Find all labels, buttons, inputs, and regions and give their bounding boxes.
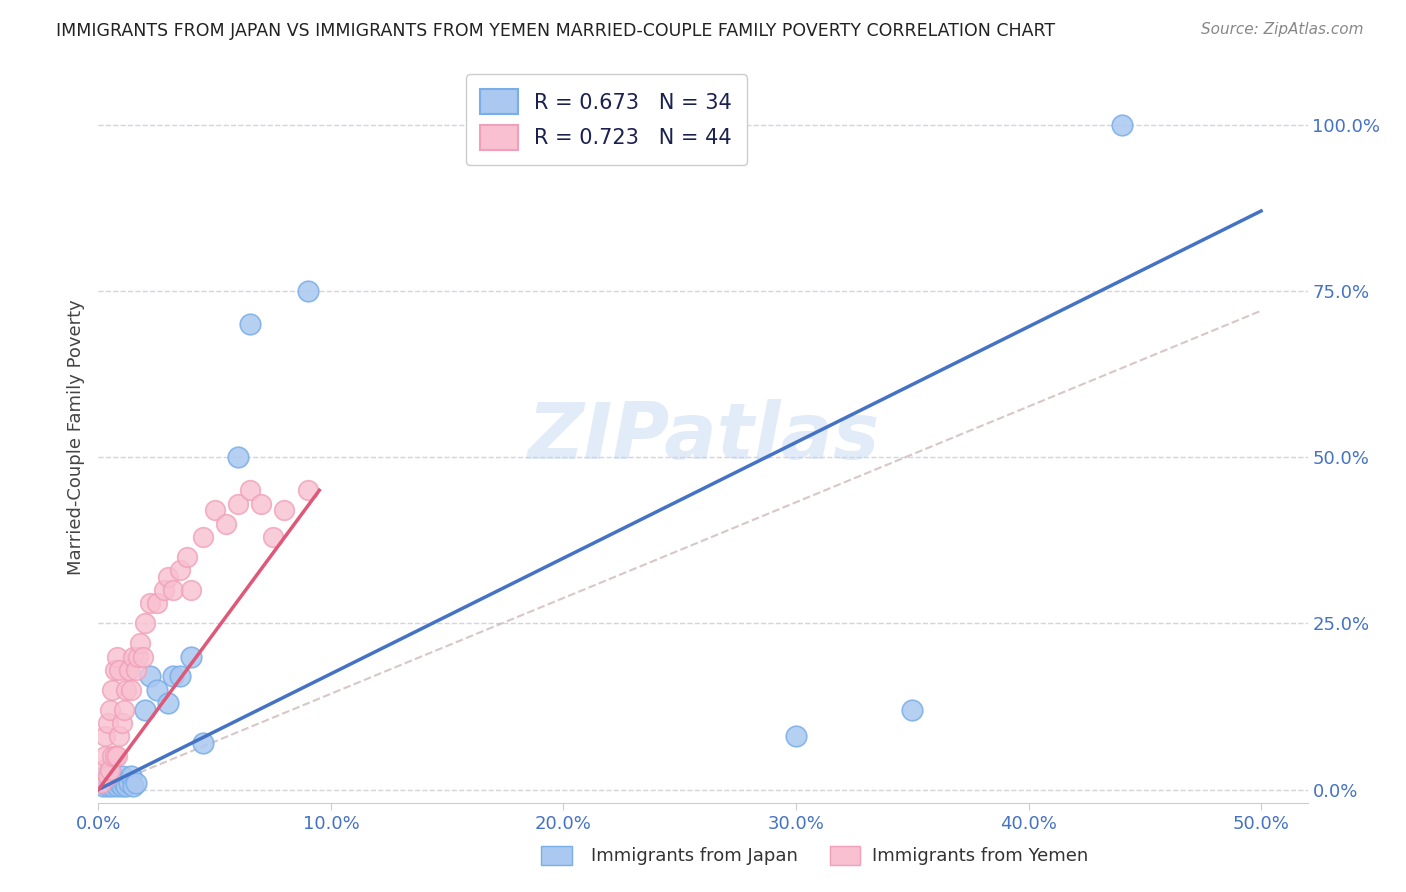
Point	[176, 549, 198, 564]
Point	[127, 649, 149, 664]
Text: IMMIGRANTS FROM JAPAN VS IMMIGRANTS FROM YEMEN MARRIED-COUPLE FAMILY POVERTY COR: IMMIGRANTS FROM JAPAN VS IMMIGRANTS FROM…	[56, 22, 1056, 40]
Point	[226, 450, 249, 464]
Point	[250, 497, 273, 511]
Point	[169, 669, 191, 683]
Point	[101, 749, 124, 764]
Point	[152, 582, 174, 597]
Point	[101, 769, 124, 783]
Point	[120, 769, 142, 783]
Point	[122, 779, 145, 793]
Point	[120, 682, 142, 697]
Point	[129, 636, 152, 650]
Point	[108, 663, 131, 677]
Point	[191, 736, 214, 750]
Point	[1111, 118, 1133, 132]
Point	[98, 703, 121, 717]
Point	[98, 776, 121, 790]
Text: Immigrants from Japan: Immigrants from Japan	[591, 847, 797, 865]
Point	[111, 779, 134, 793]
Point	[91, 779, 114, 793]
Point	[134, 703, 156, 717]
Point	[145, 596, 167, 610]
FancyBboxPatch shape	[830, 846, 860, 865]
Point	[122, 649, 145, 664]
Text: Source: ZipAtlas.com: Source: ZipAtlas.com	[1201, 22, 1364, 37]
Point	[239, 483, 262, 498]
Point	[262, 530, 284, 544]
Point	[118, 776, 141, 790]
Point	[104, 749, 127, 764]
Point	[191, 530, 214, 544]
Point	[94, 729, 117, 743]
Point	[273, 503, 295, 517]
Point	[131, 649, 153, 664]
Point	[115, 682, 138, 697]
Point	[138, 596, 160, 610]
Point	[112, 776, 135, 790]
Point	[94, 769, 117, 783]
Point	[157, 570, 180, 584]
Legend: R = 0.673   N = 34, R = 0.723   N = 44: R = 0.673 N = 34, R = 0.723 N = 44	[465, 74, 747, 165]
Point	[180, 582, 202, 597]
Point	[215, 516, 238, 531]
Point	[138, 669, 160, 683]
Point	[785, 729, 807, 743]
Point	[104, 663, 127, 677]
Point	[115, 779, 138, 793]
Text: Immigrants from Yemen: Immigrants from Yemen	[872, 847, 1088, 865]
Point	[108, 729, 131, 743]
Point	[162, 669, 184, 683]
Point	[111, 769, 134, 783]
Point	[94, 776, 117, 790]
Point	[180, 649, 202, 664]
Point	[157, 696, 180, 710]
Point	[901, 703, 924, 717]
Point	[124, 776, 146, 790]
Point	[94, 749, 117, 764]
Point	[108, 776, 131, 790]
Point	[97, 769, 120, 783]
Point	[104, 776, 127, 790]
Point	[91, 763, 114, 777]
Point	[124, 663, 146, 677]
Point	[134, 616, 156, 631]
Point	[169, 563, 191, 577]
Point	[239, 317, 262, 331]
FancyBboxPatch shape	[541, 846, 572, 865]
Point	[97, 779, 120, 793]
Point	[101, 682, 124, 697]
Point	[105, 649, 128, 664]
Point	[118, 663, 141, 677]
Point	[105, 749, 128, 764]
Text: ZIPatlas: ZIPatlas	[527, 399, 879, 475]
Point	[204, 503, 226, 517]
Point	[226, 497, 249, 511]
Point	[101, 779, 124, 793]
Point	[98, 763, 121, 777]
Point	[297, 483, 319, 498]
Point	[90, 776, 112, 790]
Point	[98, 763, 121, 777]
Point	[297, 284, 319, 298]
Point	[105, 779, 128, 793]
Point	[97, 716, 120, 731]
Point	[162, 582, 184, 597]
Point	[112, 703, 135, 717]
Y-axis label: Married-Couple Family Poverty: Married-Couple Family Poverty	[66, 299, 84, 575]
Point	[111, 716, 134, 731]
Point	[90, 776, 112, 790]
Point	[145, 682, 167, 697]
